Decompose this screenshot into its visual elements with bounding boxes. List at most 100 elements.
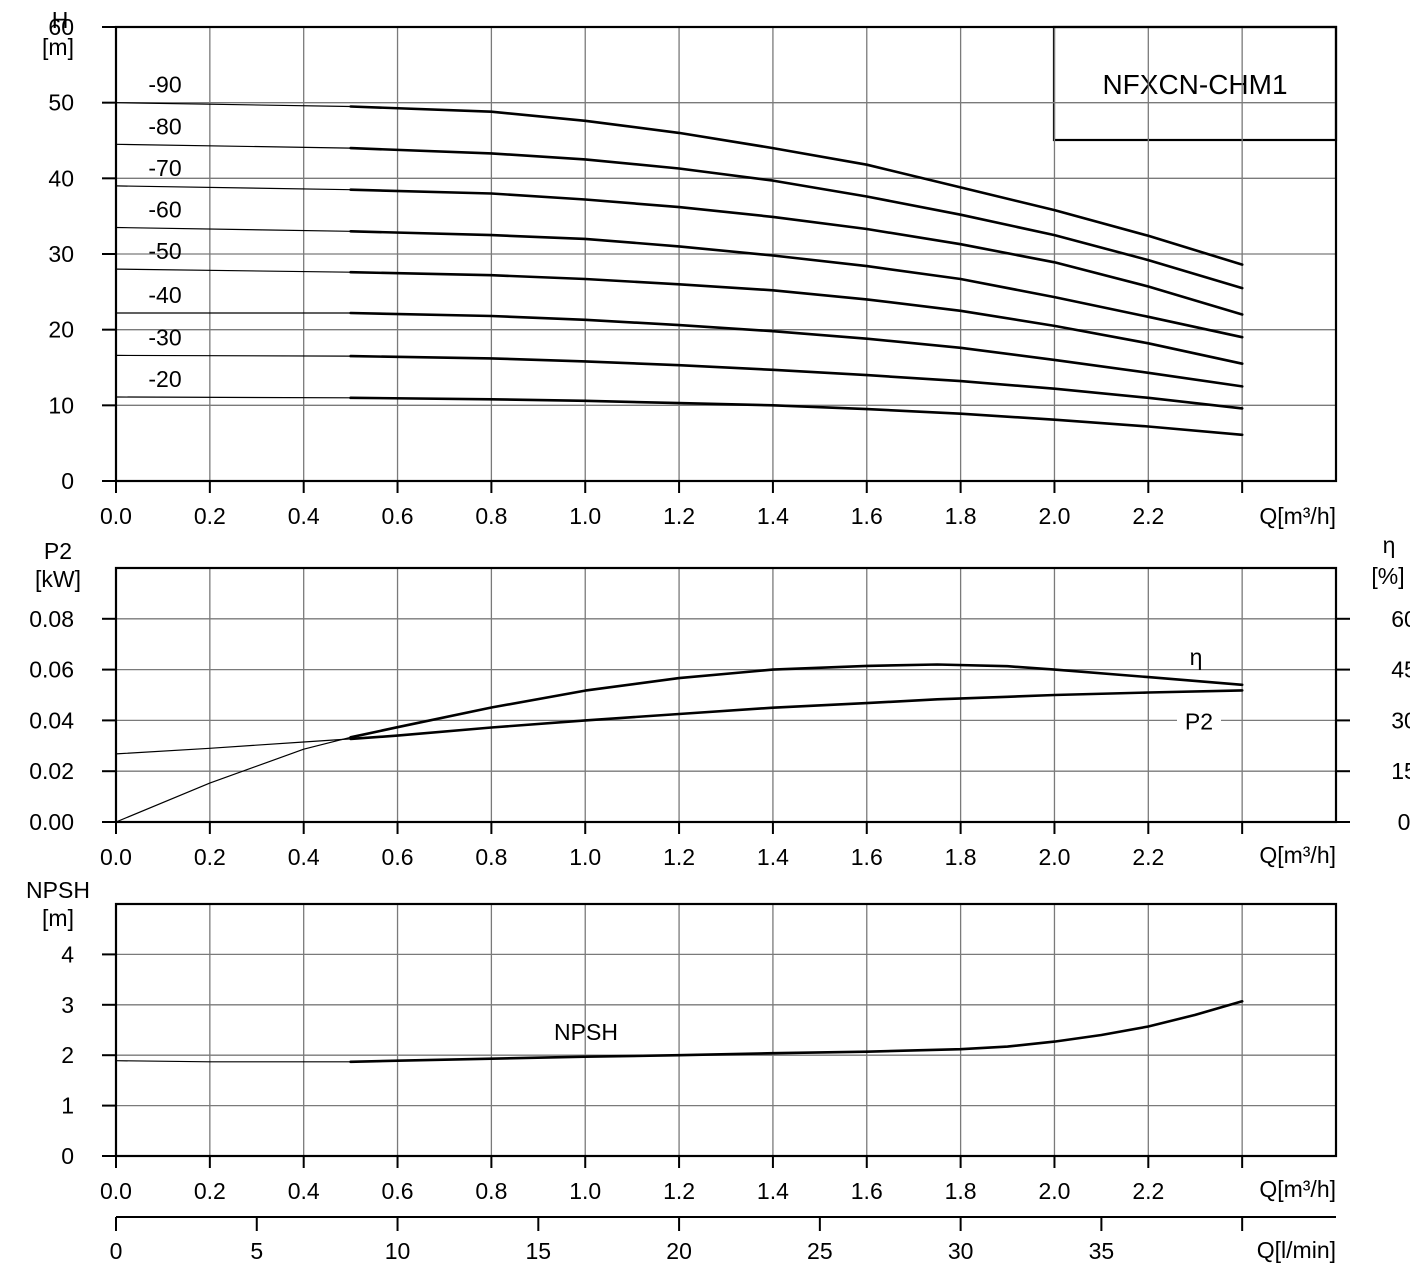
x-tick-label: 0.0 xyxy=(100,1178,132,1204)
x-tick-label: 2.2 xyxy=(1132,503,1164,529)
y2-tick-label: 0 xyxy=(1398,809,1410,835)
y2-tick-label: 60 xyxy=(1391,606,1410,632)
series-label: -90 xyxy=(148,72,181,98)
plot-frame xyxy=(114,566,1338,824)
y-tick-label: 40 xyxy=(48,165,74,191)
series-label-p2: P2 xyxy=(1185,709,1213,735)
x-tick-label: 0.0 xyxy=(100,503,132,529)
x-tick-label: 1.6 xyxy=(851,1178,883,1204)
x-tick-label: 0.4 xyxy=(288,503,320,529)
x-tick-label: 1.0 xyxy=(569,1178,601,1204)
y-tick-label: 0 xyxy=(61,1143,74,1169)
y-tick-label: 0.02 xyxy=(29,758,74,784)
npsh-ylabel: NPSH xyxy=(26,877,90,903)
series-label: -50 xyxy=(148,238,181,264)
series-line xyxy=(349,188,1244,316)
x-tick-label: 1.6 xyxy=(851,503,883,529)
x-tick-label: 1.8 xyxy=(945,503,977,529)
x-tick-label: 1.6 xyxy=(851,844,883,870)
series-line-thin xyxy=(115,738,352,755)
x-tick-label: 2.0 xyxy=(1038,844,1070,870)
x-tick-label: 0.0 xyxy=(100,844,132,870)
y-tick-label: 0.00 xyxy=(29,809,74,835)
y-tick-label: 20 xyxy=(48,317,74,343)
series-line xyxy=(349,689,1244,741)
y2-tick-label: 15 xyxy=(1391,758,1410,784)
y-tick-label: 1 xyxy=(61,1093,74,1119)
series-line xyxy=(349,311,1244,388)
series-label-efficiency: η xyxy=(1190,644,1203,670)
y-tick-label: 2 xyxy=(61,1042,74,1068)
x-tick-label: 0.8 xyxy=(475,1178,507,1204)
lmin-xlabel: Q[l/min] xyxy=(1257,1237,1336,1263)
series-line-thin xyxy=(115,226,352,232)
x-tick-label: 0.8 xyxy=(475,844,507,870)
x-tick-label: 1.2 xyxy=(663,1178,695,1204)
x-tick-label: 0.4 xyxy=(288,844,320,870)
lmin-tick-label: 20 xyxy=(666,1238,692,1264)
series-line-thin xyxy=(115,102,352,108)
series-line-thin xyxy=(115,1060,352,1063)
npsh-xlabel: Q[m³/h] xyxy=(1259,1176,1336,1202)
x-tick-label: 1.2 xyxy=(663,503,695,529)
series-label: -70 xyxy=(148,155,181,181)
efficiency-ylabel: η xyxy=(1383,532,1396,558)
series-label: -20 xyxy=(148,366,181,392)
series-label: -80 xyxy=(148,113,181,139)
series-label: -60 xyxy=(148,197,181,223)
series-line xyxy=(349,270,1244,365)
x-tick-label: 0.6 xyxy=(382,844,414,870)
x-tick-label: 0.2 xyxy=(194,503,226,529)
series-line xyxy=(349,1000,1244,1064)
x-tick-label: 1.4 xyxy=(757,1178,789,1204)
y-tick-label: 0.04 xyxy=(29,707,74,733)
x-tick-label: 2.2 xyxy=(1132,844,1164,870)
x-tick-label: 0.2 xyxy=(194,1178,226,1204)
lmin-tick-label: 25 xyxy=(807,1238,833,1264)
series-line xyxy=(349,146,1244,290)
y-tick-label: 10 xyxy=(48,392,74,418)
lmin-tick-label: 15 xyxy=(526,1238,552,1264)
head-yunit: [m] xyxy=(42,34,74,60)
x-tick-label: 2.0 xyxy=(1038,1178,1070,1204)
model-label: NFXCN-CHM1 xyxy=(1102,69,1287,100)
model-label-box: NFXCN-CHM1 xyxy=(1052,25,1338,142)
x-tick-label: 1.2 xyxy=(663,844,695,870)
y-tick-label: 30 xyxy=(48,241,74,267)
x-tick-label: 0.6 xyxy=(382,503,414,529)
x-tick-label: 0.4 xyxy=(288,1178,320,1204)
lmin-tick-label: 35 xyxy=(1089,1238,1115,1264)
y-tick-label: 60 xyxy=(48,14,74,40)
series-line xyxy=(349,354,1244,410)
x-tick-label: 1.8 xyxy=(945,844,977,870)
series-label-npsh: NPSH xyxy=(554,1019,618,1045)
x-tick-label: 1.4 xyxy=(757,503,789,529)
y-tick-label: 3 xyxy=(61,992,74,1018)
x-tick-label: 1.0 xyxy=(569,503,601,529)
x-tick-label: 0.6 xyxy=(382,1178,414,1204)
series-line-thin xyxy=(115,268,352,273)
series-line xyxy=(349,105,1244,266)
y-tick-label: 50 xyxy=(48,90,74,116)
lmin-tick-label: 30 xyxy=(948,1238,974,1264)
x-tick-label: 2.2 xyxy=(1132,1178,1164,1204)
npsh-yunit: [m] xyxy=(42,905,74,931)
y-tick-label: 0 xyxy=(61,468,74,494)
x-tick-label: 0.2 xyxy=(194,844,226,870)
series-label-background xyxy=(1177,704,1221,735)
series-label: -30 xyxy=(148,324,181,350)
efficiency-yunit: [%] xyxy=(1371,563,1404,589)
lmin-tick-label: 5 xyxy=(250,1238,263,1264)
x-tick-label: 0.8 xyxy=(475,503,507,529)
series-line-thin xyxy=(115,185,352,191)
head-ylabel: H xyxy=(52,7,69,33)
lmin-tick-label: 0 xyxy=(110,1238,123,1264)
x-tick-label: 2.0 xyxy=(1038,503,1070,529)
x-tick-label: 1.0 xyxy=(569,844,601,870)
y-tick-label: 0.08 xyxy=(29,606,74,632)
series-line-thin xyxy=(115,396,352,399)
x-tick-label: 1.4 xyxy=(757,844,789,870)
series-line xyxy=(349,230,1244,339)
